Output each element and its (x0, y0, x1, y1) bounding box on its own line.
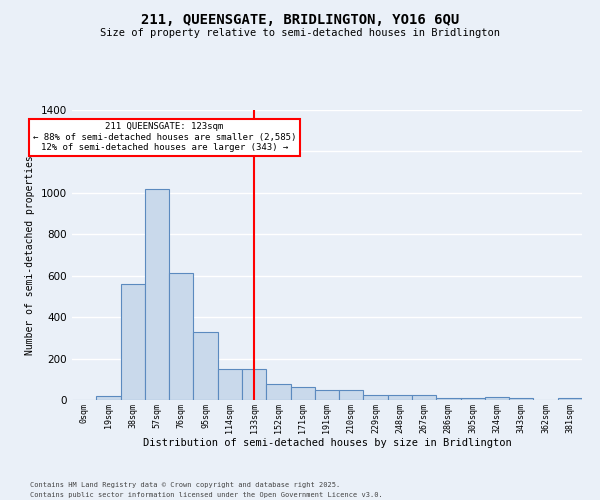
Text: 211, QUEENSGATE, BRIDLINGTON, YO16 6QU: 211, QUEENSGATE, BRIDLINGTON, YO16 6QU (141, 12, 459, 26)
Y-axis label: Number of semi-detached properties: Number of semi-detached properties (25, 155, 35, 355)
Bar (388, 395, 412, 400)
Bar (242, 369, 266, 400)
Bar (121, 284, 145, 400)
Bar (339, 390, 364, 400)
Bar (169, 272, 193, 400)
Bar (364, 395, 388, 400)
Bar (266, 384, 290, 400)
Bar (412, 395, 436, 400)
Bar (145, 188, 169, 400)
Bar (485, 398, 509, 400)
Text: 211 QUEENSGATE: 123sqm
← 88% of semi-detached houses are smaller (2,585)
12% of : 211 QUEENSGATE: 123sqm ← 88% of semi-det… (32, 122, 296, 152)
X-axis label: Distribution of semi-detached houses by size in Bridlington: Distribution of semi-detached houses by … (143, 438, 511, 448)
Bar (193, 332, 218, 400)
Bar (509, 398, 533, 400)
Bar (218, 369, 242, 400)
Bar (96, 396, 121, 400)
Text: Contains public sector information licensed under the Open Government Licence v3: Contains public sector information licen… (30, 492, 383, 498)
Text: Contains HM Land Registry data © Crown copyright and database right 2025.: Contains HM Land Registry data © Crown c… (30, 482, 340, 488)
Bar (436, 398, 461, 400)
Bar (315, 390, 339, 400)
Text: Size of property relative to semi-detached houses in Bridlington: Size of property relative to semi-detach… (100, 28, 500, 38)
Bar (558, 398, 582, 400)
Bar (290, 386, 315, 400)
Bar (461, 398, 485, 400)
